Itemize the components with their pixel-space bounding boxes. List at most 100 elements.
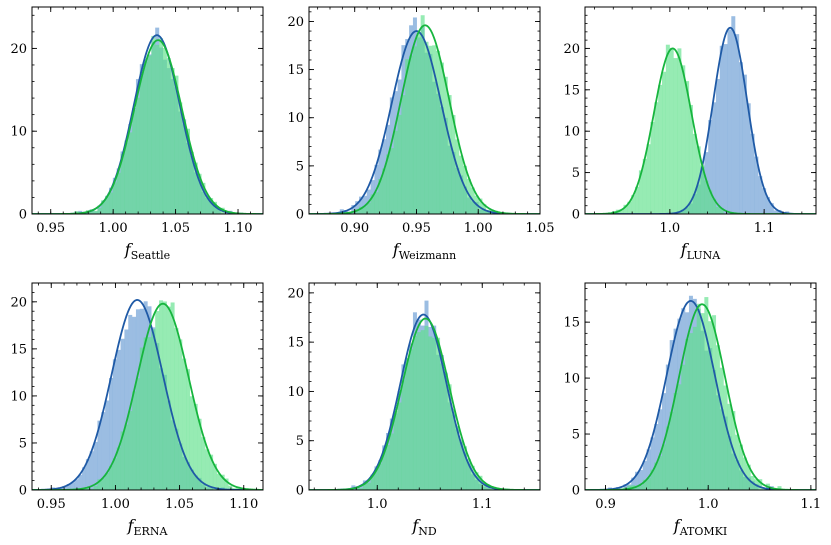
histogram-bar-green [228, 485, 233, 490]
panel-5: 1.0 1.1 0 5 10 15 20 fND [287, 282, 541, 538]
histogram-bar-green [178, 339, 183, 490]
x-axis-label: fATOMKI [673, 516, 727, 538]
histogram-bar-green [112, 182, 117, 214]
histogram-bar-green [436, 337, 441, 490]
histogram-bar-green [466, 178, 471, 214]
histogram-bar-green [704, 297, 709, 490]
histogram-bar-green [712, 315, 717, 490]
histogram-bar-green [688, 333, 693, 490]
histogram-bar-green [201, 182, 206, 214]
histogram-bar-green [97, 207, 102, 214]
histogram-bar-green [424, 41, 429, 214]
histogram-bar-blue [359, 196, 364, 214]
histogram-bar-green [478, 475, 483, 490]
axes-frame [584, 282, 817, 491]
histogram-bar-green [189, 396, 194, 490]
histogram-bar-green [681, 364, 686, 490]
histogram-bar-green [650, 469, 655, 490]
x-axis-label: fLUNA [680, 240, 722, 262]
histogram-bar-green [638, 485, 643, 490]
histogram-bar-green [189, 151, 194, 214]
histogram-bar-blue [742, 74, 747, 214]
histogram-bar-green [216, 208, 221, 214]
y-tick-label: 15 [10, 342, 27, 357]
y-tick-label: 20 [563, 42, 580, 57]
histogram-bar-green [174, 75, 179, 214]
histogram-bar-green [692, 326, 697, 490]
histogram-bar-green [712, 198, 717, 214]
histogram-bar-green [128, 411, 133, 490]
histogram-bar-green [482, 482, 487, 490]
histogram-bar-green [97, 479, 102, 490]
histogram-bar-green [355, 487, 360, 490]
histogram-bar-green [466, 458, 471, 490]
histogram-bar-green [370, 194, 375, 214]
histogram-bar-green [658, 456, 663, 490]
y-tick-label: 5 [296, 434, 304, 449]
histogram-bar-blue [89, 451, 94, 490]
x-axis-label-symbol: f [127, 516, 137, 535]
y-tick-label: 10 [563, 125, 580, 140]
histogram-bar-green [116, 447, 121, 490]
x-tick-label: 1.1 [801, 497, 822, 512]
histogram-bar-green [719, 367, 724, 490]
histogram-bar-blue [739, 62, 743, 214]
histogram-bar-green [463, 446, 467, 490]
y-tick-label: 20 [287, 15, 304, 30]
histogram-bar-green [646, 144, 651, 214]
x-axis-label-subscript: LUNA [687, 249, 722, 262]
histogram-bar-green [623, 204, 628, 214]
histogram-bar-green [432, 337, 437, 490]
x-axis-label-subscript: ATOMKI [679, 525, 728, 538]
histogram-bar-green [665, 44, 670, 214]
plot-area [585, 16, 816, 214]
histogram-bar-green [362, 206, 367, 214]
histogram-bar-green [193, 403, 198, 490]
histogram-bar-green [688, 104, 693, 214]
histogram-bar-green [74, 211, 79, 214]
histogram-bar-green [120, 153, 125, 214]
histogram-bar-blue [773, 210, 778, 214]
histogram-bar-green [170, 67, 175, 214]
histogram-bar-green [700, 313, 705, 490]
x-tick-label: 1.10 [224, 221, 253, 236]
histogram-bar-blue [74, 479, 79, 490]
histogram-bar-green [412, 46, 417, 214]
histogram-bar-blue [101, 412, 106, 490]
histogram-bar-green [170, 302, 175, 490]
x-tick-label: 0.95 [36, 221, 65, 236]
y-tick-label: 20 [10, 42, 27, 57]
histogram-bar-green [178, 102, 183, 214]
x-axis-label-subscript: ERNA [134, 525, 169, 538]
histogram-bar-blue [750, 133, 755, 214]
histogram-bar-green [443, 76, 448, 214]
histogram-bar-green [654, 462, 659, 490]
histogram-bar-blue [719, 45, 724, 214]
histogram-bar-green [355, 209, 360, 214]
histogram-bar-green [132, 391, 137, 490]
plot-area [32, 299, 263, 490]
histogram-bar-green [424, 325, 429, 490]
y-tick-label: 5 [296, 159, 304, 174]
histogram-bar-green [428, 45, 433, 214]
y-tick-label: 5 [572, 166, 580, 181]
histogram-bar-green [366, 202, 371, 214]
axes-frame [31, 6, 264, 215]
histogram-bar-green [696, 303, 701, 490]
histogram-bar-green [654, 102, 659, 214]
histogram-bar-green [378, 178, 383, 214]
histogram-bar-blue [635, 471, 640, 490]
y-tick-label: 0 [296, 484, 304, 499]
histogram-bar-green [155, 44, 160, 214]
histogram-bar-blue [638, 470, 643, 490]
histogram-bar-green [397, 402, 402, 490]
histogram-bar-green [362, 483, 367, 490]
histogram-bar-green [669, 411, 674, 490]
histogram-bar-green [700, 165, 705, 214]
histogram-bar-green [135, 97, 140, 214]
histogram-bar-blue [712, 102, 717, 214]
histogram-bar-green [116, 172, 121, 214]
histogram-bar-green [642, 479, 647, 490]
histogram-bar-green [389, 148, 394, 214]
